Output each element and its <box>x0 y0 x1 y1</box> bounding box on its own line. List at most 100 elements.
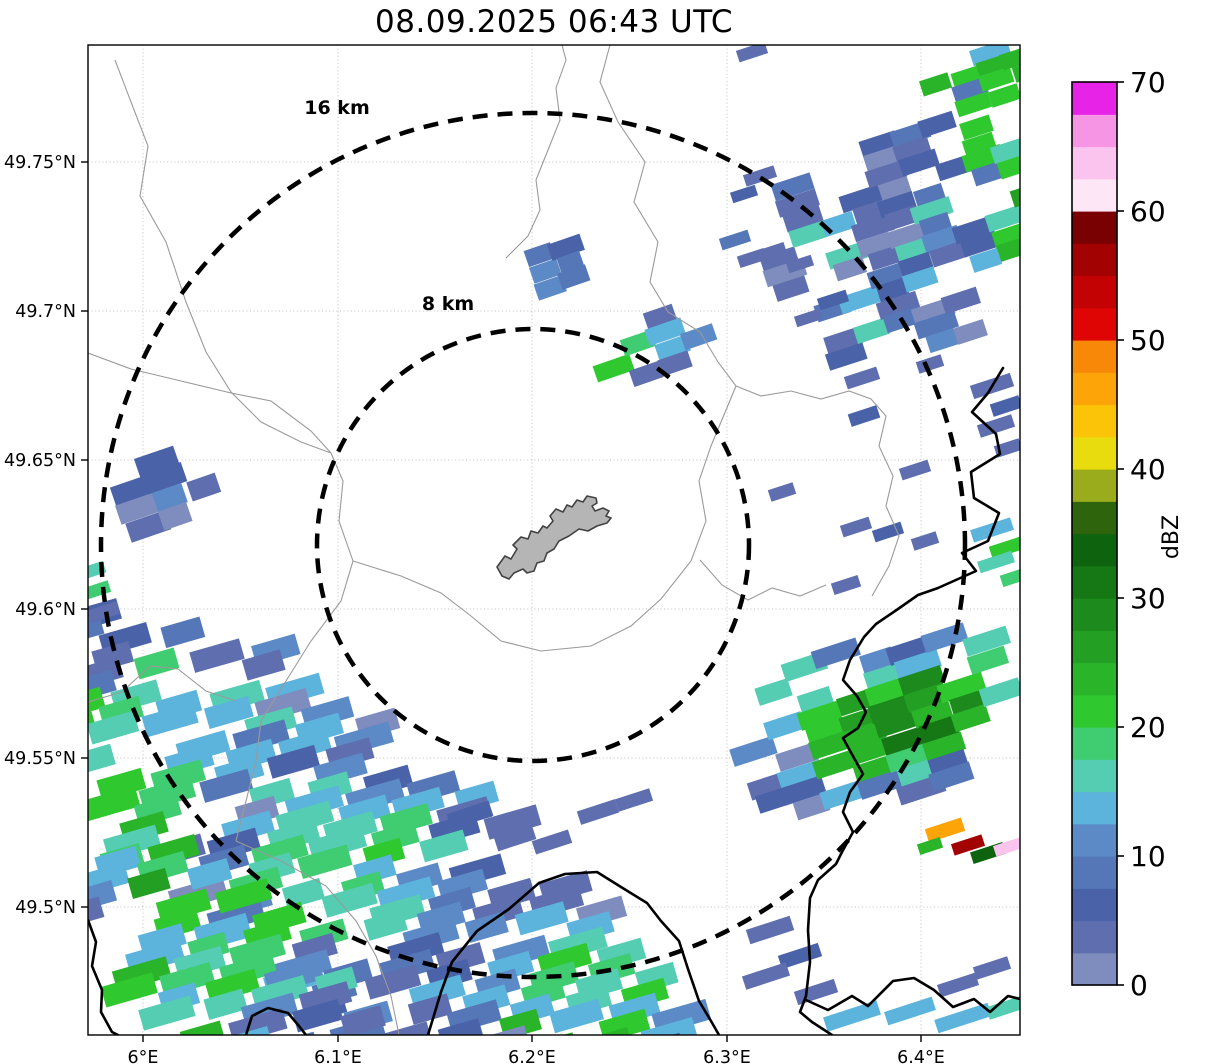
radar-bin <box>214 878 273 914</box>
radar-bin <box>1024 212 1058 238</box>
radar-bin <box>419 829 469 863</box>
radar-bin <box>810 637 861 670</box>
radar-bin <box>18 664 66 697</box>
admin-boundary-line <box>235 452 354 842</box>
colorbar-band <box>1072 759 1117 793</box>
radar-bin <box>203 696 254 730</box>
radar-bin <box>953 319 988 345</box>
radar-bin <box>910 699 954 729</box>
admin-boundary-line <box>735 385 900 597</box>
colorbar-tick-label: 50 <box>1130 324 1166 357</box>
radar-bin <box>729 735 778 767</box>
radar-bin <box>936 671 987 704</box>
radar-bin <box>258 1048 312 1064</box>
radar-bin <box>141 702 199 738</box>
radar-bin <box>936 972 980 998</box>
colorbar-tick-label: 70 <box>1130 66 1166 99</box>
colorbar-band <box>1072 178 1117 212</box>
country-border-line <box>88 918 120 1035</box>
radar-bin <box>775 742 820 772</box>
radar-bin <box>856 231 894 259</box>
radar-bin <box>115 492 161 525</box>
colorbar-band <box>1072 372 1117 406</box>
radar-bin <box>125 510 172 543</box>
radar-bin <box>266 744 320 779</box>
colorbar-band <box>1072 307 1117 341</box>
radar-bin <box>823 1000 881 1032</box>
radar-bin <box>642 303 678 330</box>
radar-bin <box>160 616 206 649</box>
colorbar-band <box>1072 404 1117 438</box>
radar-bin <box>407 993 453 1025</box>
radar-bin <box>961 131 997 158</box>
radar-bin <box>927 748 970 778</box>
radar-bin <box>875 290 921 320</box>
radar-bin <box>1029 240 1074 269</box>
radar-bin <box>992 837 1020 857</box>
radar-bin <box>824 342 868 371</box>
country-border-line <box>798 366 1005 1035</box>
radar-bin <box>989 395 1020 417</box>
radar-bin <box>918 211 953 238</box>
radar-bin <box>627 1032 686 1035</box>
radar-bin <box>186 858 233 890</box>
radar-bin <box>481 1025 531 1035</box>
radar-bin <box>901 266 939 293</box>
colorbar-tick-label: 30 <box>1130 582 1166 615</box>
radar-bin <box>975 54 1008 79</box>
radar-bin <box>774 188 820 218</box>
radar-bin <box>823 326 864 355</box>
radar-bin <box>871 521 905 543</box>
radar-bin <box>909 196 954 225</box>
radar-bin <box>959 114 994 141</box>
radar-bin <box>811 748 860 780</box>
radar-bin <box>204 968 261 1004</box>
radar-bin <box>788 221 827 248</box>
radar-bin <box>969 45 1012 67</box>
colorbar-band <box>1072 340 1117 373</box>
radar-bin <box>483 804 542 840</box>
radar-bin <box>996 151 1020 180</box>
radar-bin <box>951 216 993 245</box>
colorbar-band <box>1072 598 1117 631</box>
radar-bin <box>920 224 962 253</box>
radar-bin <box>109 474 155 507</box>
admin-boundaries <box>88 45 900 1035</box>
radar-bin <box>948 690 986 718</box>
radar-bin <box>767 482 797 502</box>
radar-bin <box>241 649 286 681</box>
radar-bin <box>934 1002 992 1034</box>
radar-bin <box>998 45 1020 71</box>
colorbar-band <box>1072 146 1117 180</box>
admin-boundary-line <box>505 45 567 259</box>
radar-bin <box>977 550 1015 574</box>
radar-bin <box>96 767 147 801</box>
admin-boundary-line <box>235 840 400 1035</box>
radar-bin <box>729 184 759 204</box>
radar-bin <box>292 998 344 1033</box>
radar-bin <box>969 247 1003 273</box>
radar-bin <box>523 242 556 268</box>
radar-bin <box>875 277 910 303</box>
radar-bin <box>559 1056 612 1064</box>
colorbar-band <box>1072 533 1117 567</box>
y-tick-label: 49.75°N <box>4 153 76 173</box>
radar-bin <box>88 580 112 600</box>
radar-bin <box>972 956 1012 980</box>
admin-boundary-line <box>699 559 827 601</box>
radar-bin <box>186 472 222 502</box>
radar-bin <box>409 1047 464 1064</box>
radar-bin <box>88 686 106 722</box>
range-ring-circle <box>98 110 968 980</box>
radar-bin <box>1009 182 1020 208</box>
radar-bin <box>528 258 562 284</box>
radar-bin <box>966 645 1010 675</box>
radar-bin <box>189 638 245 673</box>
radar-bin <box>533 275 567 301</box>
radar-bin <box>88 880 118 913</box>
radar-bin <box>321 882 378 918</box>
radar-bin <box>863 662 903 691</box>
radar-bin <box>772 275 810 302</box>
radar-bin <box>903 682 949 713</box>
